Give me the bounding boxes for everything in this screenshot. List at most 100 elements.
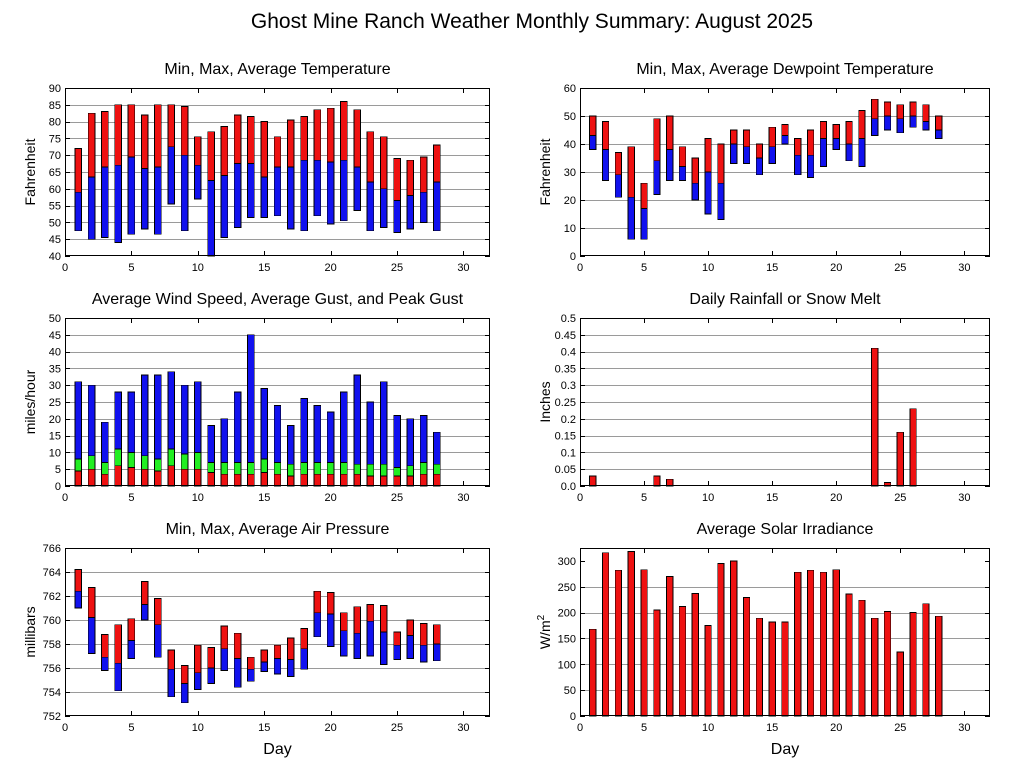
bar-avg-max (380, 136, 388, 190)
x-tick-label: 25 (894, 722, 906, 734)
x-tick-label: 5 (128, 492, 134, 504)
bar-min-avg (602, 149, 610, 181)
bar-avg-speed (273, 473, 282, 487)
bar-peak-gust (154, 374, 162, 460)
bar-peak-gust (406, 418, 415, 467)
bar-avg-max (845, 121, 853, 145)
bar-value (819, 571, 828, 717)
x-tick-label: 20 (325, 722, 337, 734)
bar-avg-max (207, 647, 215, 669)
x-tick-label: 30 (958, 262, 970, 274)
bar-avg-max (101, 634, 109, 658)
bar-avg-gust (114, 448, 122, 467)
bar-avg-max (114, 624, 122, 664)
bar-avg-max (127, 618, 136, 641)
bar-value (935, 615, 943, 717)
bar-avg-speed (74, 470, 83, 487)
bar-value (768, 621, 776, 717)
x-tick-label: 15 (766, 722, 778, 734)
y-tick-label: 40 (49, 347, 61, 359)
bar-min-avg (419, 191, 428, 223)
bar-min-avg (380, 631, 388, 665)
panel-pressure: Min, Max, Average Air Pressure 752 754 756 7… (22, 521, 490, 758)
bar-avg-gust (154, 458, 162, 472)
bar-min-avg (87, 617, 96, 654)
bar-avg-max (717, 143, 725, 184)
bar-peak-gust (220, 418, 229, 463)
bar-avg-max (127, 104, 136, 158)
bar-avg-max (393, 631, 401, 646)
y-tick-label: 80 (49, 117, 61, 129)
y-tick-label: 0.25 (555, 397, 576, 409)
bar-avg-max (287, 637, 295, 661)
y-axis-label-text: W/m (537, 620, 553, 649)
bar-avg-max (207, 131, 215, 181)
bar-min-avg (140, 168, 149, 230)
bar-min-avg (433, 643, 441, 662)
bar-avg-max (87, 587, 96, 618)
bar-peak-gust (433, 431, 441, 465)
bar-value (871, 617, 879, 717)
bar-avg-speed (340, 473, 348, 487)
bar-avg-max (180, 106, 189, 156)
y-tick-label: 0.4 (561, 347, 576, 359)
y-tick-label: 20 (49, 414, 61, 426)
bar-avg-speed (167, 465, 175, 487)
x-tick-label: 0 (62, 262, 68, 274)
bar-min-avg (260, 661, 268, 672)
x-tick-label: 15 (258, 722, 270, 734)
bar-avg-max (406, 159, 415, 196)
bar-min-avg (326, 161, 335, 225)
y-tick-label: 50 (49, 217, 61, 229)
x-tick-label: 10 (702, 722, 714, 734)
bar-min-avg (273, 658, 282, 675)
bar-avg-max (819, 121, 828, 139)
x-tick-label: 5 (128, 262, 134, 274)
y-tick-label: 60 (49, 184, 61, 196)
bar-peak-gust (233, 391, 242, 463)
bar-avg-max (247, 116, 255, 164)
bar-avg-gust (180, 453, 189, 470)
bar-avg-max (883, 101, 892, 117)
y-tick-label: 0.5 (561, 313, 576, 325)
bar-avg-max (896, 104, 904, 120)
bar-avg-max (678, 146, 687, 167)
bar-avg-gust (260, 458, 268, 473)
bar-avg-gust (140, 455, 149, 470)
y-axis-label: Inches (537, 381, 553, 422)
y-tick-label: 40 (49, 251, 61, 263)
x-tick-label: 20 (830, 722, 842, 734)
bar-value (666, 478, 674, 487)
bar-avg-max (101, 111, 109, 168)
bar-avg-gust (167, 448, 175, 467)
y-axis-label-text: Inches (537, 381, 553, 422)
bar-avg-max (313, 109, 322, 161)
bar-min-avg (627, 196, 635, 240)
y-axis-label: miles/hour (22, 369, 38, 434)
bar-avg-max (704, 137, 712, 173)
y-tick-label: 55 (49, 201, 61, 213)
bar-avg-gust (87, 455, 96, 470)
y-axis-label: Fahrenheit (22, 138, 38, 205)
x-tick-label: 5 (641, 492, 647, 504)
bar-peak-gust (127, 391, 136, 453)
bar-min-avg (87, 176, 96, 240)
y-tick-label: 762 (43, 591, 61, 603)
bar-avg-max (273, 644, 282, 659)
bar-min-avg (273, 166, 282, 217)
y-tick-label: 0.3 (561, 380, 576, 392)
bar-peak-gust (366, 401, 375, 465)
bar-min-avg (194, 672, 202, 690)
bar-min-avg (781, 135, 789, 145)
bar-min-avg (313, 612, 322, 638)
bar-peak-gust (380, 381, 388, 465)
bar-value (678, 606, 687, 717)
bar-avg-max (871, 98, 879, 120)
y-tick-label: 5 (55, 464, 61, 476)
y-tick-label: 760 (43, 615, 61, 627)
panel-title: Min, Max, Average Temperature (164, 61, 390, 78)
y-tick-label: 35 (49, 363, 61, 375)
panels: Min, Max, Average Temperature40455055606… (22, 61, 990, 758)
bar-peak-gust (87, 384, 96, 457)
bar-peak-gust (273, 404, 282, 463)
